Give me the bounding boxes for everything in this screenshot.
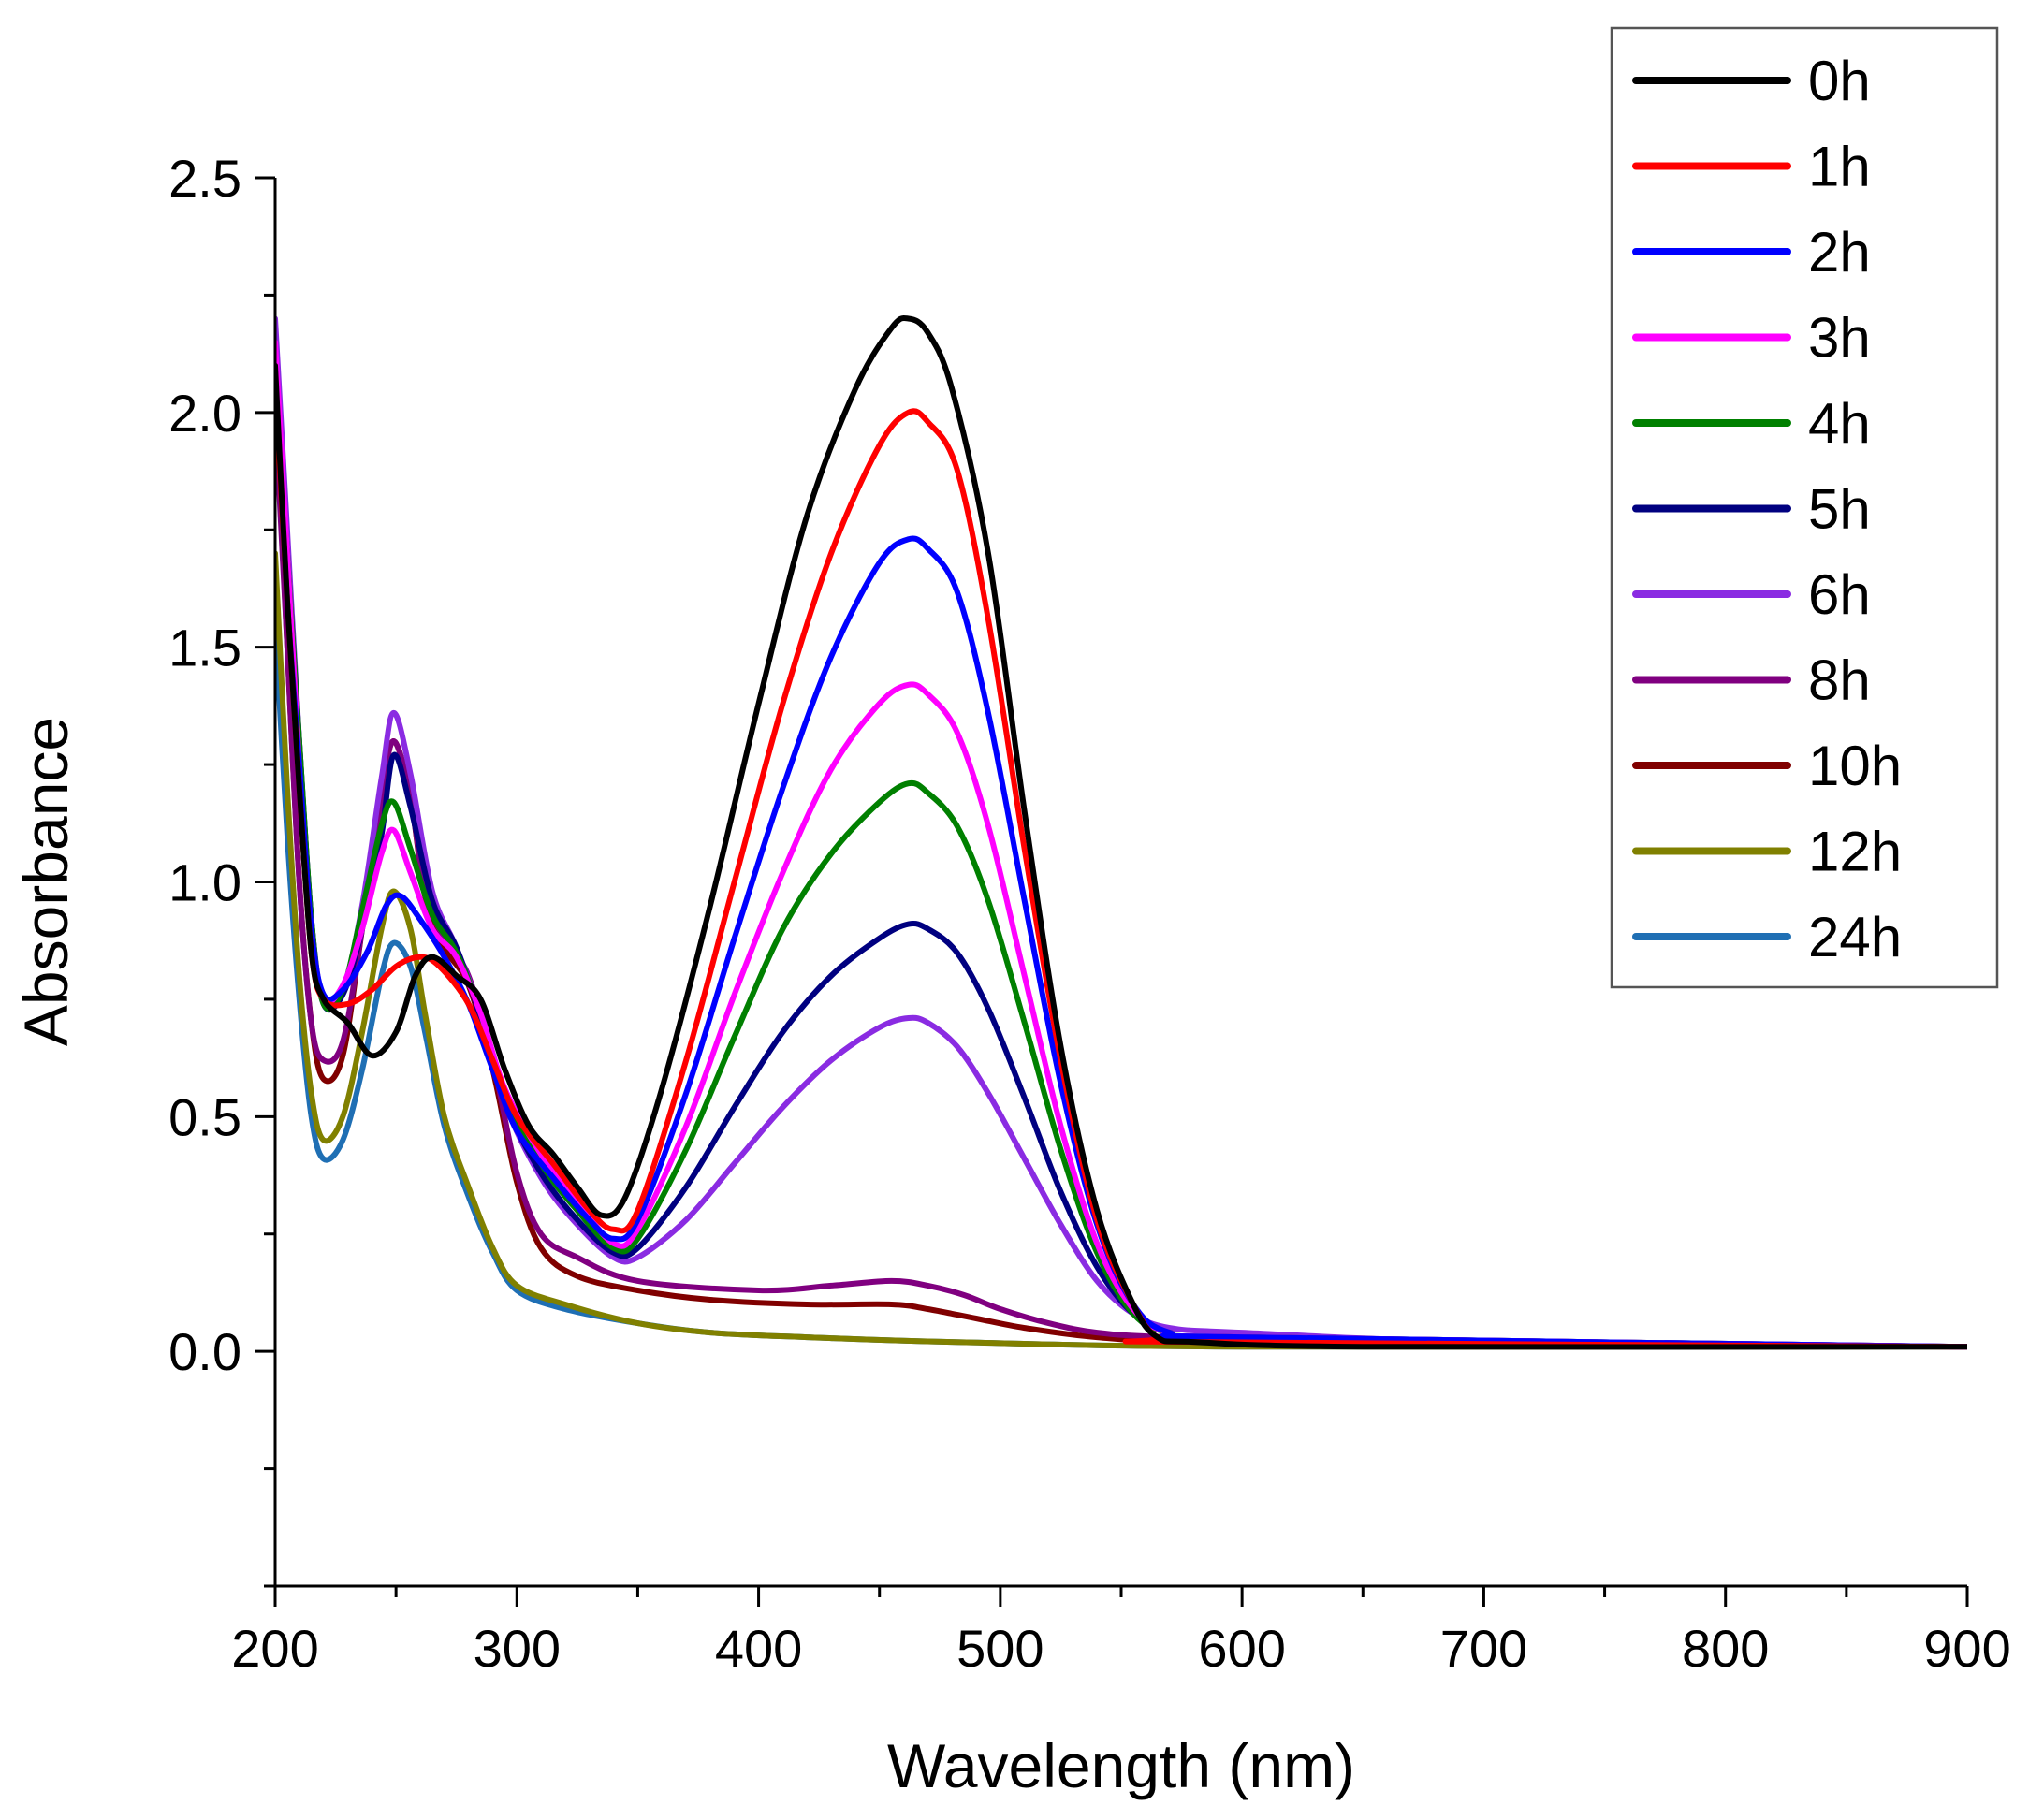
series-line-4h	[275, 362, 1967, 1350]
x-tick-label: 600	[1198, 1619, 1285, 1678]
x-tick-label: 300	[474, 1619, 561, 1678]
y-tick-label: 0.0	[168, 1322, 241, 1381]
legend-label-10h: 10h	[1808, 735, 1902, 797]
legend-label-2h: 2h	[1808, 221, 1871, 284]
y-tick-label: 1.5	[168, 619, 241, 677]
y-axis-title: Absorbance	[11, 717, 80, 1046]
y-tick-label: 0.5	[168, 1087, 241, 1146]
legend-label-4h: 4h	[1808, 392, 1871, 455]
x-tick-label: 800	[1682, 1619, 1769, 1678]
x-axis-title: Wavelength (nm)	[887, 1731, 1355, 1800]
x-tick-label: 900	[1923, 1619, 2010, 1678]
legend-label-0h: 0h	[1808, 50, 1871, 112]
series-line-8h	[275, 409, 1967, 1350]
ticks: 200 300 400 500 600 700 800 900 0.0 0.5 1.0 1.5 2.0 2…	[168, 149, 2011, 1678]
legend-label-1h: 1h	[1808, 136, 1871, 198]
legend-label-6h: 6h	[1808, 563, 1871, 626]
series-line-0h	[275, 314, 1967, 1350]
legend-label-8h: 8h	[1808, 649, 1871, 712]
x-tick-label: 200	[231, 1619, 318, 1678]
y-tick-label: 2.0	[168, 384, 241, 443]
series-line-12h	[275, 550, 1967, 1350]
legend-label-5h: 5h	[1808, 478, 1871, 541]
legend-label-24h: 24h	[1808, 906, 1902, 968]
x-tick-label: 700	[1440, 1619, 1527, 1678]
legend-label-12h: 12h	[1808, 821, 1902, 883]
x-tick-label: 400	[715, 1619, 802, 1678]
legend-label-3h: 3h	[1808, 307, 1871, 370]
x-tick-label: 500	[956, 1619, 1044, 1678]
series-layer	[275, 314, 1967, 1350]
legend: 0h 1h 2h 3h 4h 5h 6h 8h 10h 12h 24h	[1610, 26, 1999, 989]
y-tick-label: 2.5	[168, 149, 241, 208]
y-tick-label: 1.0	[168, 853, 241, 912]
